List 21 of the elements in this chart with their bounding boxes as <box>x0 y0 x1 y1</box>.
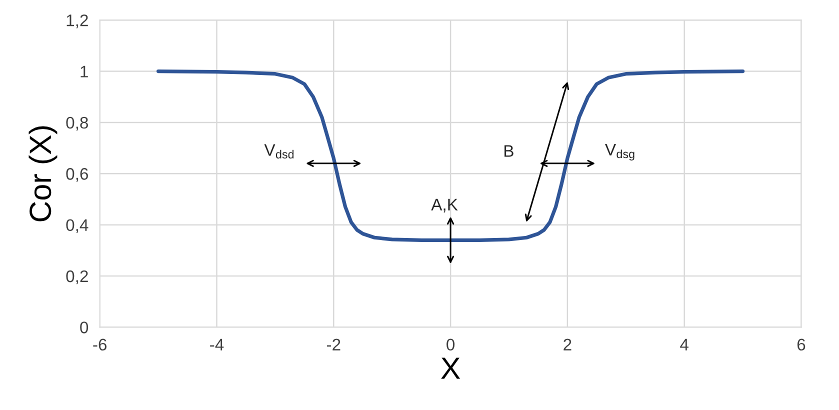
x-tick-label: 4 <box>680 338 688 350</box>
annotation: B <box>504 145 514 157</box>
y-axis-title: Cor (X) <box>28 126 58 222</box>
x-tick-label: -4 <box>210 338 224 350</box>
y-tick-label: 0 <box>80 322 88 334</box>
y-tick-label: 1 <box>80 66 88 78</box>
y-tick-label: 0,4 <box>66 219 88 233</box>
x-tick-label: 2 <box>564 338 572 350</box>
y-tick-label: 0,6 <box>66 168 88 182</box>
y-tick-label: 0,8 <box>66 116 88 131</box>
annotation: V$_{dsg}$ <box>605 144 634 160</box>
annotation: V$_{dsd}$ <box>264 144 294 158</box>
y-tick-label: 1,2 <box>66 14 88 28</box>
y-tick-label: 0,2 <box>66 270 88 284</box>
line-series <box>156 69 745 242</box>
x-tick-label: 6 <box>797 338 806 351</box>
x-tick-label: -2 <box>326 338 340 350</box>
x-tick-label: -6 <box>93 338 107 351</box>
annotation: A,K <box>431 198 458 212</box>
x-axis-title: X <box>441 358 460 379</box>
x-tick-label: 0 <box>446 338 455 351</box>
